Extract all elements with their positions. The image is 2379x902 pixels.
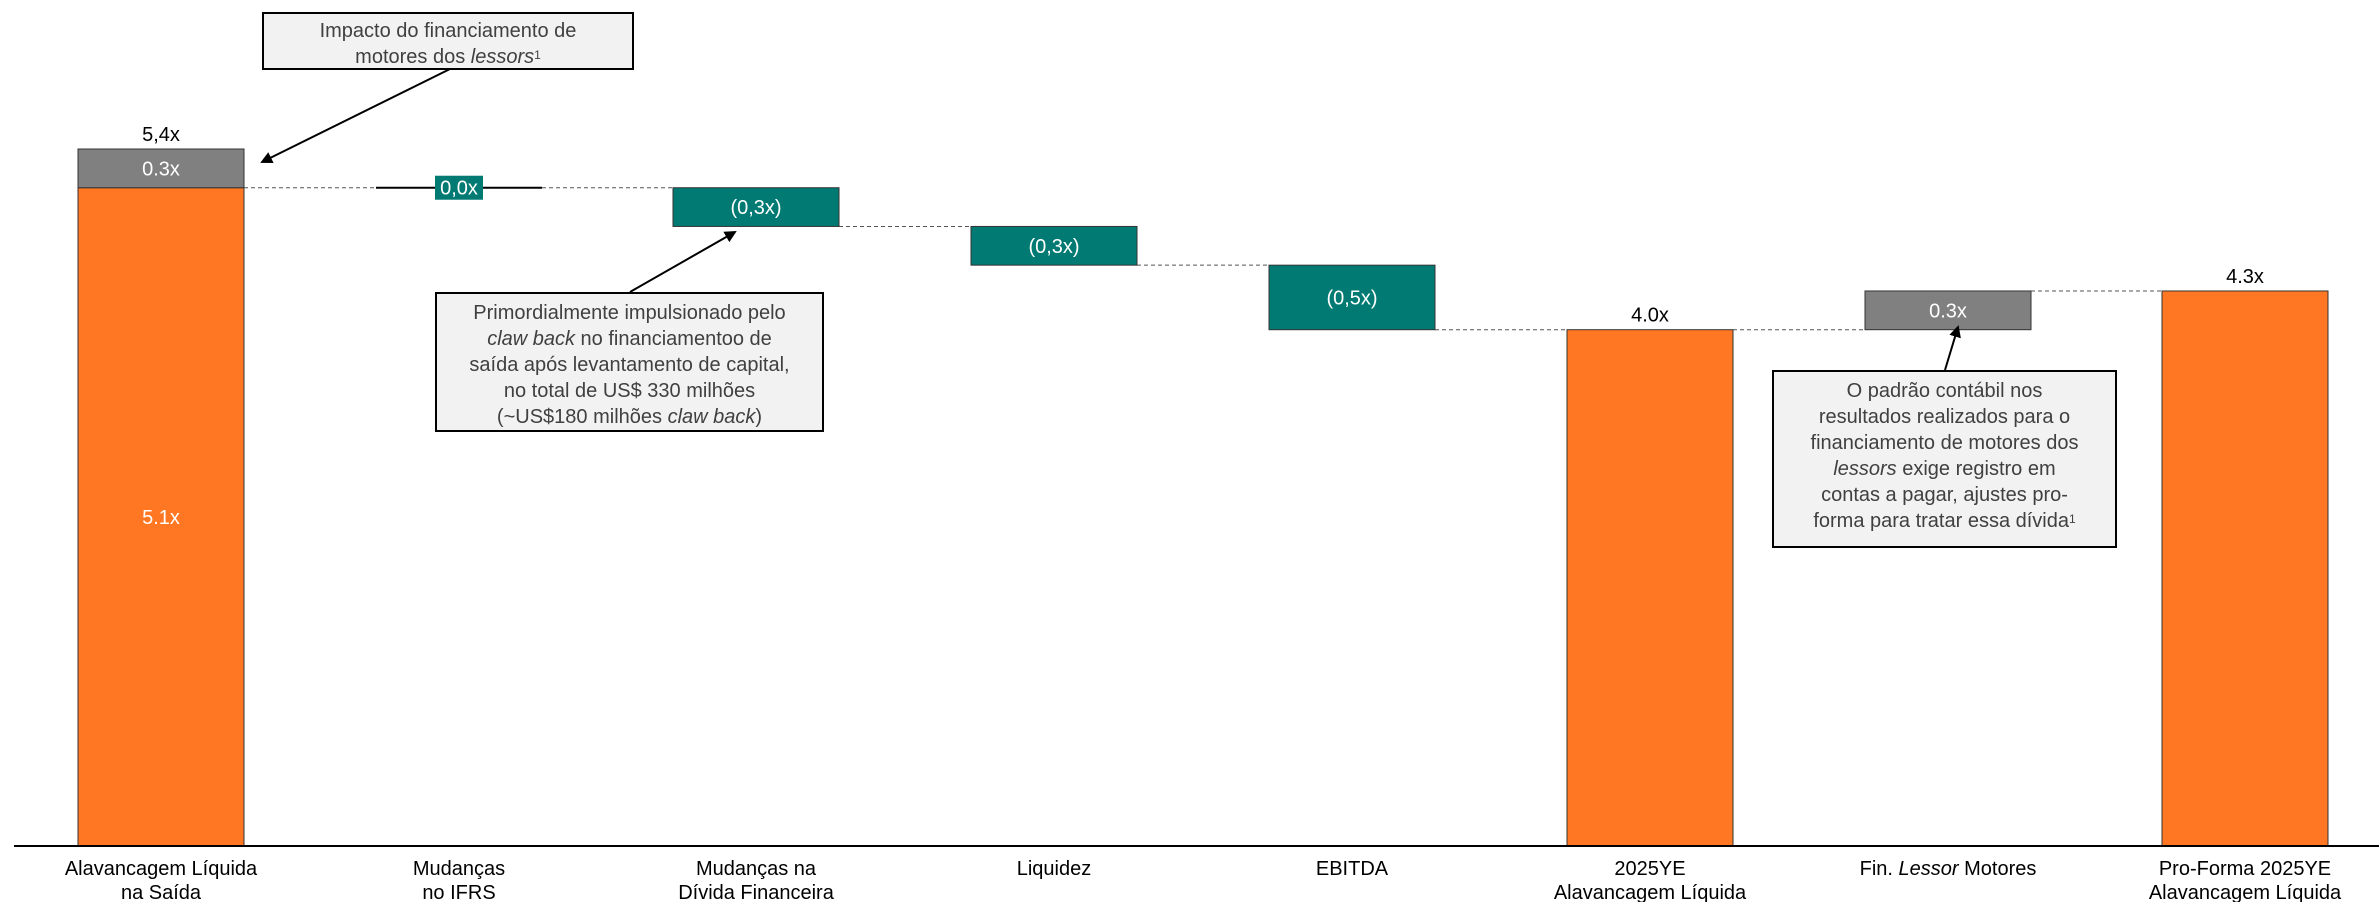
value-labels: 5.1x 0.3x 5,4x 0,0x (0,3x) (0,3x) (0,5x) 4.0x 0.…: [142, 124, 2264, 529]
x-tick-label: Alavancagem Líquida: [65, 858, 258, 880]
total-label: 4.0x: [1631, 305, 1669, 327]
bar-2: [435, 175, 483, 200]
bar-5: [1268, 264, 1436, 331]
callout-arrow-middle: [629, 231, 737, 293]
callout-mid-line2-italic: claw back: [487, 328, 575, 350]
total-label: 5,4x: [142, 124, 180, 146]
x-tick-label: Mudanças na: [696, 858, 817, 880]
callout-mid-line5-pre: (~US$180 milhões: [496, 406, 668, 428]
bar-7: [1864, 290, 2032, 331]
callout-mid-line2-post: no financiamentoo de: [575, 328, 772, 350]
x-tick-label: Alavancagem Líquida: [2149, 882, 2342, 902]
callout-mid-line5-italic: claw back: [667, 406, 756, 428]
callout-mid-line1: Primordialmente impulsionado pelo: [473, 302, 786, 324]
callout-mid-line4: no total de US$ 330 milhões: [503, 380, 756, 402]
total-label: 4.3x: [2226, 266, 2264, 288]
callout-top-line2-italic: lessors: [470, 46, 535, 68]
callout-mid-line3: saída após levantamento de capital,: [469, 354, 790, 376]
delta-label: 0,0x: [440, 178, 478, 200]
callout-top-line2-pre: motores dos: [355, 46, 471, 68]
bar-3: [672, 187, 840, 227]
x-tick-label: Alavancagem Líquida: [1554, 882, 1747, 902]
bars: [77, 148, 2329, 847]
callout-right-line1: O padrão contábil nos: [1846, 380, 2043, 402]
callout-right-line2: resultados realizados para o: [1818, 406, 2071, 428]
callout-right-line3: financiamento de motores dos: [1810, 432, 2079, 454]
callout-right-footnote: 1: [2069, 512, 2076, 526]
callout-right-line6-pre: forma para tratar essa dívida: [1813, 510, 2069, 532]
callout-arrow-top: [260, 67, 453, 163]
callout-mid-line5-post: ): [755, 406, 763, 428]
x-tick-label: Fin. Lessor Motores: [1860, 858, 2037, 880]
bar-4: [970, 225, 1138, 266]
bar-6-segment-1: [1566, 329, 1734, 847]
callout-arrow-right: [1944, 325, 1961, 371]
bar-1-segment-2: [77, 148, 245, 189]
callout-top-line1: Impacto do financiamento de: [319, 20, 577, 42]
bar-8-segment-1: [2161, 290, 2329, 847]
callout-right-line5: contas a pagar, ajustes pro-: [1821, 484, 2068, 506]
x-tick-label: EBITDA: [1316, 858, 1389, 880]
x-tick-label: 2025YE: [1614, 858, 1685, 880]
callout-arrows: [260, 67, 1961, 371]
x-tick-label: na Saída: [121, 882, 202, 902]
x-tick-label: no IFRS: [422, 882, 495, 902]
callout-top-footnote: 1: [534, 48, 541, 62]
callout-claw-back: Primordialmente impulsionado pelo claw b…: [435, 292, 824, 432]
x-tick-label: Liquidez: [1017, 858, 1092, 880]
callout-right-line4-post: exige registro em: [1896, 458, 2056, 480]
callout-lessor-impact: Impacto do financiamento de motores dos …: [262, 12, 634, 70]
x-tick-label: Dívida Financeira: [678, 882, 835, 902]
segment-label: 0.3x: [142, 158, 180, 180]
x-tick-label: Mudanças: [413, 858, 505, 880]
delta-label: (0,3x): [1028, 236, 1079, 258]
x-tick-label: Pro-Forma 2025YE: [2159, 858, 2331, 880]
bar-1-segment-1: [77, 187, 245, 847]
connector-lines: [244, 187, 2162, 331]
delta-label: (0,5x): [1326, 287, 1377, 309]
callout-accounting-standard: O padrão contábil nos resultados realiza…: [1772, 370, 2117, 548]
delta-label: 0.3x: [1929, 300, 1967, 322]
segment-label: 5.1x: [142, 507, 180, 529]
delta-label: (0,3x): [730, 197, 781, 219]
callout-right-line4-italic: lessors: [1833, 458, 1897, 480]
